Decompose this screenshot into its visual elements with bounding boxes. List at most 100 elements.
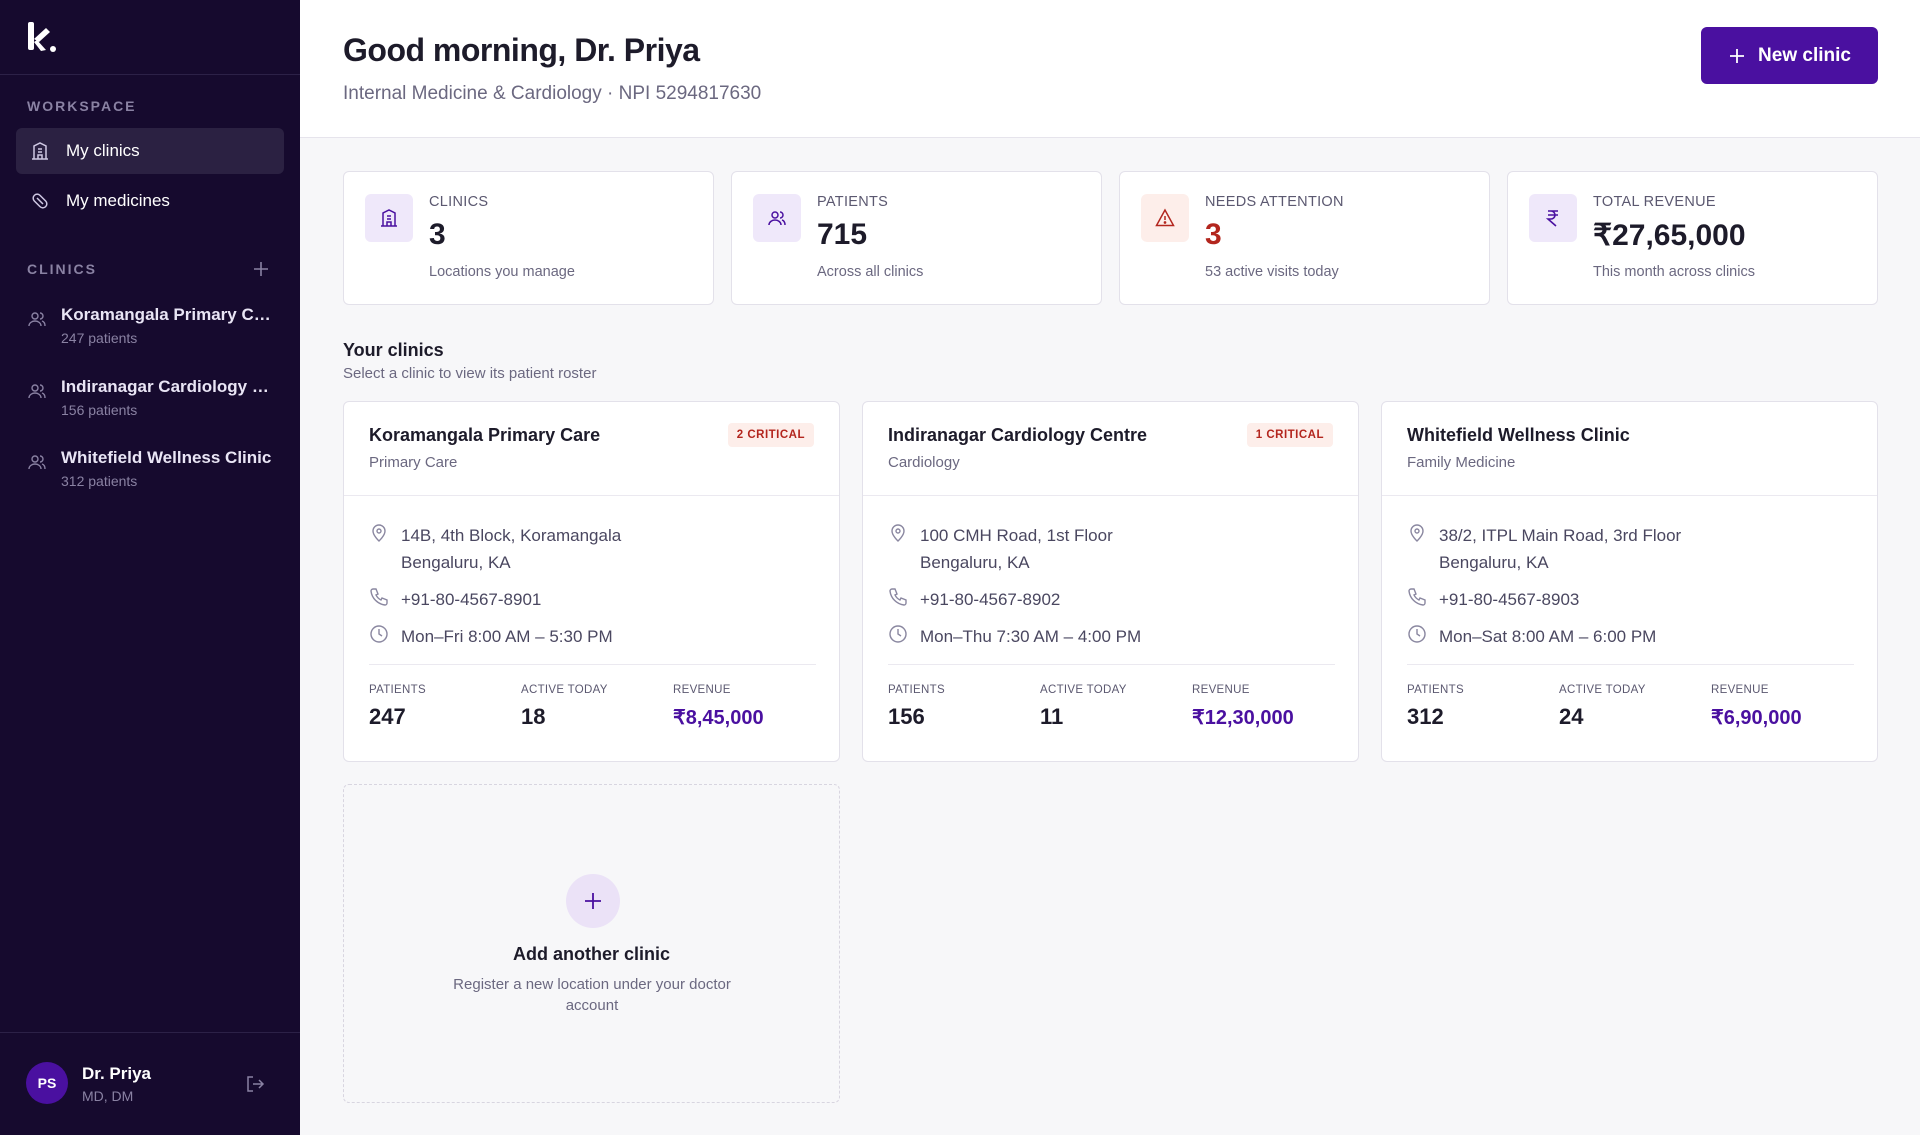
add-clinic-title: Add another clinic xyxy=(512,944,671,964)
location-pin-icon xyxy=(891,524,905,542)
clinic-phone: +91-80-4567-8902 xyxy=(888,586,1338,613)
location-pin-icon xyxy=(1410,524,1424,542)
phone-icon xyxy=(1408,588,1426,606)
patients-value: 312 xyxy=(1407,704,1444,729)
stat-label: PATIENTS xyxy=(817,194,889,210)
clinic-card-indiranagar[interactable]: Indiranagar Cardiology Centre Cardiology… xyxy=(862,401,1359,762)
address-line-1: 100 CMH Road, 1st Floor xyxy=(920,526,1113,545)
sidebar-clinic-name: Indiranagar Cardiology Centre xyxy=(61,377,277,396)
revenue-label: REVENUE xyxy=(673,684,731,696)
location-pin-icon xyxy=(372,524,386,542)
clinic-type: Cardiology xyxy=(888,454,960,471)
stat-label: TOTAL REVENUE xyxy=(1593,194,1716,210)
stat-card-clinics: CLINICS 3 Locations you manage xyxy=(343,171,714,305)
plus-icon xyxy=(1730,48,1745,63)
stat-subtext: Locations you manage xyxy=(429,264,575,280)
add-clinic-card[interactable]: Add another clinic Register a new locati… xyxy=(343,784,840,1103)
sidebar-divider xyxy=(0,1032,300,1033)
stat-value: 3 xyxy=(429,218,446,251)
active-today-value: 18 xyxy=(521,704,546,729)
revenue-label: REVENUE xyxy=(1711,684,1769,696)
revenue-value: ₹12,30,000 xyxy=(1192,707,1294,729)
new-clinic-button[interactable]: New clinic xyxy=(1701,27,1878,84)
active-today-label: ACTIVE TODAY xyxy=(1559,684,1646,696)
divider xyxy=(369,664,816,665)
sidebar-item-label: My medicines xyxy=(66,191,170,210)
stat-card-patients: PATIENTS 715 Across all clinics xyxy=(731,171,1102,305)
sidebar-item-my-medicines[interactable]: My medicines xyxy=(16,178,284,224)
plus-icon xyxy=(566,874,620,928)
clock-icon xyxy=(889,625,907,643)
rupee-icon xyxy=(1529,194,1577,242)
clinic-card-whitefield[interactable]: Whitefield Wellness Clinic Family Medici… xyxy=(1381,401,1878,762)
stat-subtext: This month across clinics xyxy=(1593,264,1755,280)
specialty-subtitle: Internal Medicine & Cardiology · NPI 529… xyxy=(343,83,762,104)
clinics-section-label: CLINICS xyxy=(27,261,97,277)
address-line-1: 38/2, ITPL Main Road, 3rd Floor xyxy=(1439,526,1682,545)
page-title: Good morning, Dr. Priya xyxy=(343,32,700,68)
revenue-value: ₹8,45,000 xyxy=(673,707,764,729)
sidebar: WORKSPACE My clinics My medicines CLINIC… xyxy=(0,0,300,1135)
logout-icon[interactable] xyxy=(244,1073,266,1095)
phone-number: +91-80-4567-8901 xyxy=(401,590,542,609)
section-title: Your clinics xyxy=(343,340,444,360)
user-profile: PS Dr. Priya MD, DM xyxy=(26,1062,276,1106)
divider xyxy=(863,495,1358,496)
phone-number: +91-80-4567-8903 xyxy=(1439,590,1580,609)
avatar[interactable]: PS xyxy=(26,1062,68,1104)
users-icon xyxy=(28,384,46,399)
address-line-2: Bengaluru, KA xyxy=(401,553,511,572)
section-subtitle: Select a clinic to view its patient rost… xyxy=(343,365,597,382)
sidebar-clinic-koramangala[interactable]: Koramangala Primary Care 247 patients xyxy=(27,305,277,361)
sidebar-item-label: My clinics xyxy=(66,141,140,160)
clinic-hours: Mon–Sat 8:00 AM – 6:00 PM xyxy=(1407,623,1857,650)
clinic-card-koramangala[interactable]: Koramangala Primary Care Primary Care 2 … xyxy=(343,401,840,762)
stat-value: ₹27,65,000 xyxy=(1593,219,1746,252)
critical-badge: 1 CRITICAL xyxy=(1246,423,1333,447)
pill-icon xyxy=(30,191,50,211)
stat-label: NEEDS ATTENTION xyxy=(1205,194,1344,210)
user-credentials: MD, DM xyxy=(82,1088,134,1104)
address-line-2: Bengaluru, KA xyxy=(1439,553,1549,572)
clinic-hours: Mon–Fri 8:00 AM – 5:30 PM xyxy=(369,623,819,650)
stat-value: 715 xyxy=(817,218,868,251)
stat-card-needs-attention: NEEDS ATTENTION 3 53 active visits today xyxy=(1119,171,1490,305)
active-today-label: ACTIVE TODAY xyxy=(1040,684,1127,696)
logo-icon[interactable] xyxy=(26,20,58,56)
revenue-label: REVENUE xyxy=(1192,684,1250,696)
sidebar-clinic-indiranagar[interactable]: Indiranagar Cardiology Centre 156 patien… xyxy=(27,377,277,433)
sidebar-clinic-patients: 156 patients xyxy=(61,402,138,418)
patients-value: 247 xyxy=(369,704,406,729)
sidebar-clinic-patients: 312 patients xyxy=(61,473,138,489)
phone-number: +91-80-4567-8902 xyxy=(920,590,1061,609)
divider xyxy=(1407,664,1854,665)
patients-value: 156 xyxy=(888,704,925,729)
sidebar-clinic-name: Whitefield Wellness Clinic xyxy=(61,448,272,467)
sidebar-clinic-whitefield[interactable]: Whitefield Wellness Clinic 312 patients xyxy=(27,448,277,504)
active-today-value: 11 xyxy=(1040,704,1064,729)
clinic-type: Primary Care xyxy=(369,454,458,471)
divider xyxy=(344,495,839,496)
building-icon xyxy=(30,141,50,161)
stat-card-total-revenue: TOTAL REVENUE ₹27,65,000 This month acro… xyxy=(1507,171,1878,305)
divider xyxy=(888,664,1335,665)
clinic-name: Koramangala Primary Care xyxy=(369,425,601,445)
clinic-type: Family Medicine xyxy=(1407,454,1516,471)
hours-text: Mon–Sat 8:00 AM – 6:00 PM xyxy=(1439,627,1657,646)
sidebar-item-my-clinics[interactable]: My clinics xyxy=(16,128,284,174)
active-today-value: 24 xyxy=(1559,704,1584,729)
clinic-address: 38/2, ITPL Main Road, 3rd Floor Bengaluru… xyxy=(1407,522,1857,576)
user-name: Dr. Priya xyxy=(82,1064,151,1083)
phone-icon xyxy=(889,588,907,606)
users-icon xyxy=(28,312,46,327)
sidebar-clinic-patients: 247 patients xyxy=(61,330,138,346)
critical-badge: 2 CRITICAL xyxy=(727,423,814,447)
stat-label: CLINICS xyxy=(429,194,489,210)
add-clinic-icon[interactable] xyxy=(250,258,272,280)
patients-label: PATIENTS xyxy=(369,684,426,696)
clock-icon xyxy=(1408,625,1426,643)
stat-subtext: 53 active visits today xyxy=(1205,264,1339,280)
users-icon xyxy=(28,455,46,470)
clinic-name: Whitefield Wellness Clinic xyxy=(1407,425,1630,445)
new-clinic-label: New clinic xyxy=(1758,44,1851,66)
